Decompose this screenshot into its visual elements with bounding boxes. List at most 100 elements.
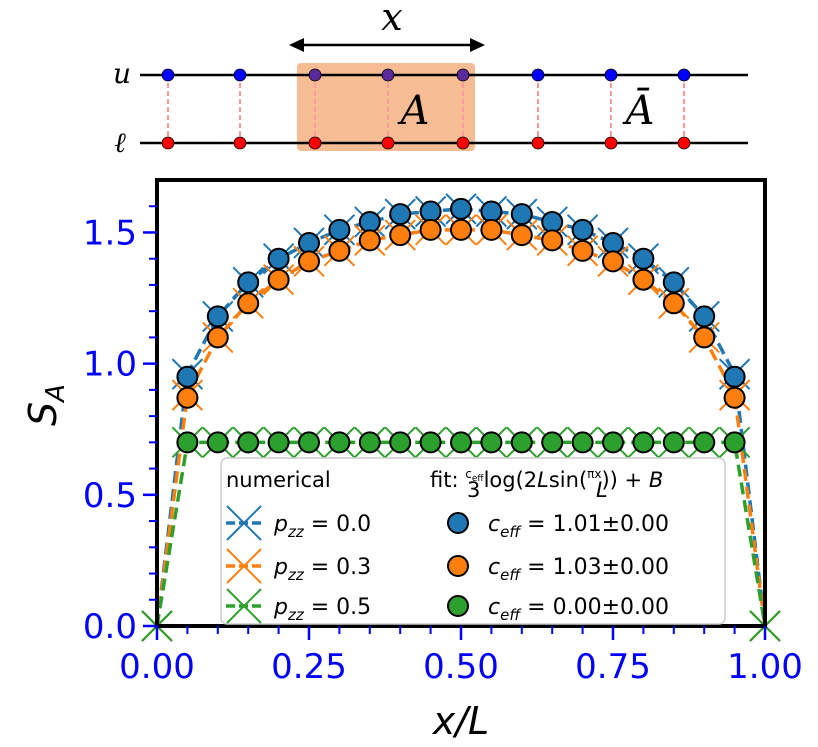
fit-point — [632, 268, 655, 291]
fit-point — [723, 386, 746, 409]
fit-point — [602, 250, 624, 273]
fit-point — [510, 431, 533, 454]
upper-site — [161, 68, 175, 82]
legend-left-label: pzz = 0.5 — [273, 595, 371, 624]
fit-point — [480, 218, 503, 241]
fit-point — [450, 431, 472, 454]
arrow-left-head — [289, 38, 304, 52]
fit-point — [237, 431, 260, 454]
fit-point — [419, 218, 442, 241]
fit-point — [571, 431, 594, 454]
upper-site — [381, 68, 395, 82]
lower-site — [456, 136, 470, 150]
fit-point — [328, 239, 351, 262]
x-tick-label: 1.00 — [727, 647, 803, 687]
y-axis-label-sub: A — [41, 384, 71, 404]
x-tick-label: 0.00 — [119, 647, 195, 687]
fit-point — [389, 431, 412, 454]
plot-area: 0.0 0.5 1.0 1.5 0.00 0.25 0.50 0.75 1.00 SA x/L — [21, 178, 803, 743]
fit-point — [267, 247, 290, 270]
fit-point — [206, 305, 229, 328]
fit-point — [358, 229, 381, 252]
x-tick-label: 0.25 — [271, 647, 347, 687]
fit-point — [298, 231, 320, 254]
legend-right-title-denominator: 3 — [467, 478, 480, 502]
y-axis-label: SA — [21, 384, 71, 426]
fit-point — [419, 200, 442, 223]
fit-point — [541, 431, 564, 454]
fit-point — [328, 431, 351, 454]
lattice-sites — [161, 68, 691, 150]
y-axis-label-main: S — [21, 402, 65, 426]
fit-point — [298, 431, 320, 454]
fit-point — [176, 365, 199, 388]
series-layer — [141, 193, 781, 642]
fit-point — [541, 229, 564, 252]
fit-point — [206, 326, 229, 349]
fit-point — [632, 247, 655, 270]
x-tick-label: 0.75 — [575, 647, 651, 687]
fit-point — [510, 224, 533, 247]
legend-right-title: fit: cefflog(2Lsin(πx)) + B — [430, 467, 663, 492]
fit-point — [450, 197, 472, 220]
fit-point — [328, 218, 351, 241]
lower-site — [308, 136, 322, 150]
legend-fit-marker — [447, 555, 469, 577]
upper-site — [604, 68, 618, 82]
legend-fit-marker — [447, 595, 469, 617]
fit-point — [480, 200, 503, 223]
fit-point — [571, 218, 594, 241]
legend-right-title-denominator-2: L — [596, 478, 608, 502]
x-axis-label: x/L — [432, 699, 489, 743]
legend-entries: pzz = 0.0 ceff = 1.01±0.00 pzz = 0.3 ceff =… — [226, 505, 669, 624]
lower-site — [531, 136, 545, 150]
legend-left-title: numerical — [226, 468, 331, 492]
fit-point — [389, 203, 412, 226]
legend-left-label: pzz = 0.3 — [273, 555, 371, 584]
legend-left-label: pzz = 0.0 — [273, 512, 371, 541]
fit-2 — [176, 431, 746, 454]
fit-1 — [176, 218, 746, 409]
fit-point — [358, 210, 381, 233]
upper-site — [531, 68, 545, 82]
x-ticks: 0.00 0.25 0.50 0.75 1.00 — [119, 626, 803, 687]
fit-point — [510, 203, 533, 226]
fit-point — [662, 271, 685, 294]
interval-label: x — [381, 0, 402, 39]
legend-x-marker-stroke — [226, 548, 262, 584]
fit-point — [389, 224, 412, 247]
lower-row-label: ℓ — [114, 126, 126, 159]
legend: numerical fit: cefflog(2Lsin(πx)) + B 3 … — [220, 457, 726, 625]
y-tick-label: 0.0 — [83, 607, 137, 647]
upper-site — [308, 68, 322, 82]
fit-point — [662, 431, 685, 454]
fit-point — [723, 365, 746, 388]
fit-point — [602, 231, 624, 254]
y-ticks: 0.0 0.5 1.0 1.5 — [83, 205, 157, 647]
legend-box — [220, 457, 726, 625]
legend-right-label: ceff = 1.01±0.00 — [488, 512, 669, 541]
upper-row-label: u — [113, 57, 131, 90]
lower-site — [677, 136, 691, 150]
legend-fit-marker — [447, 512, 469, 534]
fit-point — [267, 431, 290, 454]
fit-point — [176, 386, 199, 409]
complement-label: Ā — [622, 88, 655, 134]
arrow-right-head — [470, 38, 485, 52]
fit-point — [358, 431, 381, 454]
fit-point — [662, 292, 685, 315]
subsystem-a-region — [297, 63, 475, 151]
y-tick-label: 0.5 — [83, 476, 137, 516]
fit-point — [298, 250, 320, 273]
fit-point — [237, 271, 260, 294]
legend-right-label: ceff = 1.03±0.00 — [488, 555, 669, 584]
upper-site — [456, 68, 470, 82]
fit-point — [176, 431, 199, 454]
fit-point — [693, 431, 716, 454]
fit-point — [693, 326, 716, 349]
fit-point — [693, 305, 716, 328]
legend-x-marker-stroke — [226, 588, 262, 624]
fit-point — [723, 431, 746, 454]
region-a-label: A — [397, 88, 430, 134]
